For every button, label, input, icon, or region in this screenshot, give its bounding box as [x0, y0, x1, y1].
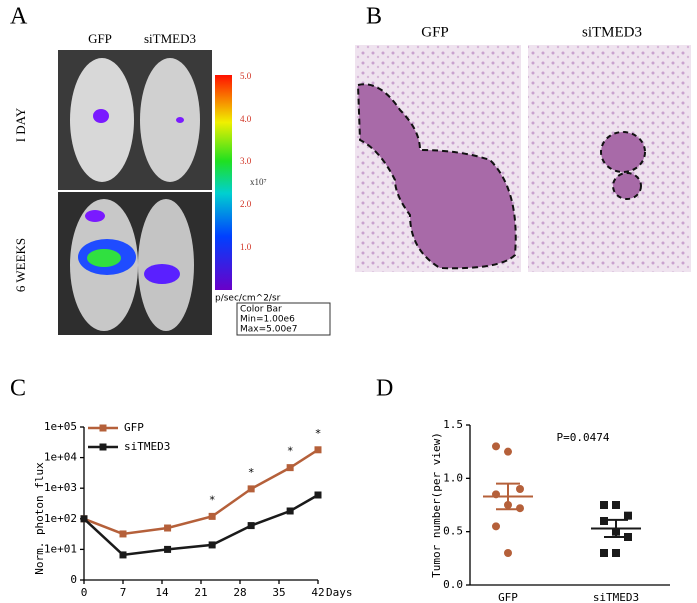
- y-tick-label: 1e+03: [44, 481, 77, 494]
- colorbar-tick: 4.0: [240, 114, 252, 124]
- marker: [164, 524, 172, 532]
- column-label: siTMED3: [582, 24, 642, 40]
- marker: [247, 485, 255, 493]
- colorbar-tick: 3.0: [240, 156, 252, 166]
- x-tick-label: 14: [155, 586, 169, 599]
- x-tick-label: siTMED3: [593, 591, 639, 603]
- marker: [80, 515, 88, 523]
- marker: [119, 530, 127, 538]
- annotation: P=0.0474: [557, 431, 610, 444]
- dot: [516, 504, 524, 513]
- dot: [504, 549, 512, 557]
- marker: [286, 464, 294, 472]
- marker: [208, 512, 216, 520]
- marker: [247, 522, 255, 530]
- x-tick-label: 0: [81, 586, 88, 599]
- legend-label: siTMED3: [124, 440, 170, 453]
- annotation: *: [209, 493, 216, 506]
- y-tick-label: 1.0: [443, 471, 463, 484]
- dot: [492, 522, 500, 531]
- y-tick-label: 1.5: [443, 418, 463, 431]
- x-tick-label: 35: [272, 586, 285, 599]
- annotation: *: [287, 445, 294, 458]
- y-tick-label: 0.0: [443, 578, 463, 591]
- marker: [314, 491, 322, 499]
- dot: [516, 485, 524, 493]
- x-tick-label: 21: [194, 586, 207, 599]
- marker: [164, 545, 172, 553]
- row-label: I DAY: [13, 107, 28, 142]
- annotation: *: [315, 427, 322, 440]
- annotation: *: [248, 466, 255, 479]
- column-label: siTMED3: [144, 31, 196, 46]
- dot: [600, 549, 608, 557]
- dot: [504, 447, 512, 456]
- colorbar-tick: 1.0: [240, 242, 252, 252]
- legend-label: GFP: [124, 421, 144, 434]
- marker: [208, 541, 216, 549]
- panel-label: C: [10, 376, 26, 402]
- row-label: 6 WEEKS: [13, 238, 28, 292]
- colorbar-box-text: Color Bar: [240, 305, 282, 315]
- y-tick-label: 0.5: [443, 525, 463, 538]
- colorbar-box: [236, 302, 331, 336]
- colorbar-tick: 2.0: [240, 199, 252, 209]
- x-tick-label: 7: [120, 586, 127, 599]
- colorbar-unit: p/sec/cm^2/sr: [215, 294, 281, 304]
- y-axis-label: Tumor number(per view): [430, 432, 443, 578]
- marker: [314, 446, 322, 454]
- column-label: GFP: [421, 24, 449, 40]
- x-tick-label: GFP: [498, 591, 518, 603]
- x-axis-label: Days: [326, 586, 353, 599]
- colorbar-exponent: x10⁷: [250, 177, 267, 187]
- mouse-image: [58, 50, 212, 335]
- y-tick-label: 1e+04: [44, 451, 77, 464]
- colorbar-tick: 5.0: [240, 71, 252, 81]
- histology-image: [355, 45, 691, 272]
- line: [83, 448, 319, 536]
- dot: [600, 501, 608, 509]
- dot: [612, 501, 620, 509]
- marker: [286, 507, 294, 515]
- marker: [119, 551, 127, 559]
- panel-label: D: [376, 376, 393, 402]
- legend-marker: [99, 424, 107, 432]
- y-tick-label: 1e+02: [44, 512, 77, 525]
- colorbar-box-text: Min=1.00e6: [240, 315, 295, 325]
- dot: [600, 517, 608, 525]
- colorbar-box-text: Max=5.00e7: [240, 325, 297, 335]
- x-tick-label: 42: [311, 586, 324, 599]
- legend-marker: [99, 443, 107, 451]
- line: [83, 493, 319, 557]
- y-tick-label: 0: [70, 573, 77, 586]
- dot: [624, 511, 632, 520]
- dot: [492, 442, 500, 451]
- y-tick-label: 1e+05: [44, 420, 77, 433]
- color-bar: [215, 75, 232, 290]
- y-axis-label: Norm. photon flux: [33, 462, 46, 575]
- column-label: GFP: [88, 31, 112, 46]
- dot: [612, 549, 620, 557]
- y-tick-label: 1e+01: [44, 542, 77, 555]
- panel-label: A: [10, 4, 28, 30]
- panel-label: B: [366, 4, 382, 30]
- x-tick-label: 28: [233, 586, 246, 599]
